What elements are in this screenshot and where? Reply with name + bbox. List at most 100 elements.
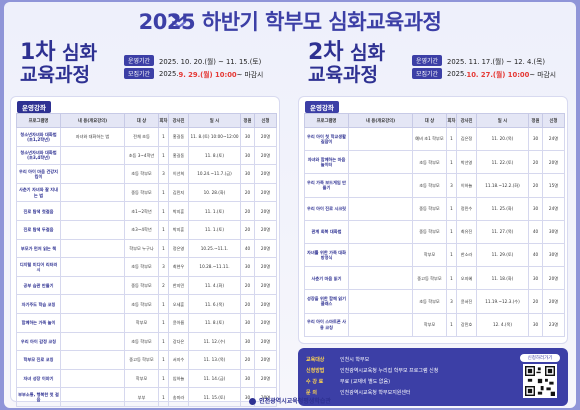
table-cell: 자녀와 대화하는 법	[60, 127, 125, 147]
table-cell: 사춘기 마음 읽기	[304, 266, 349, 291]
table-cell: 자녀 성장 이야기	[16, 368, 61, 389]
table-cell: 20	[240, 294, 255, 314]
qr-label[interactable]: 신청하러가기	[520, 354, 560, 362]
table-cell: 박지훈	[168, 201, 189, 221]
info-line: 교육대상 인천시 학부모	[306, 356, 369, 363]
table-row: 우리 아이 마음 건강지킴이 초등 학부모 3 이선희 10.24.~11.7.(금) 3…	[16, 164, 277, 184]
table-header: 회차	[446, 113, 457, 128]
table-cell: 최유진	[456, 219, 477, 244]
table-cell: 20명	[254, 275, 277, 296]
schedule: 운영기간 2025. 10. 20.(월) ~ 11. 15.(토) 모집기간 20…	[124, 54, 263, 80]
table-cell: 3	[446, 289, 457, 314]
table-header: 대 상	[412, 113, 447, 128]
table-cell: 한소라	[456, 242, 477, 268]
table-row: 부모가 먼저 읽는 책 학부모 누구나 1 정은영 10.25.~11.1. 40 20명	[16, 238, 277, 259]
table-cell: 1	[446, 219, 457, 244]
table-cell: 우리 아이 스마트폰 사용 코칭	[304, 312, 349, 337]
table-cell: 이선희	[168, 164, 189, 184]
table-cell: 초1~2학년	[124, 201, 159, 221]
table-row: 공부 습관 만들기 중등 학부모 2 한지민 11. 4.(화) 20 20명	[16, 275, 277, 296]
table-cell: 30	[240, 127, 255, 147]
table-header: 강사진	[456, 113, 477, 128]
table-cell: 1	[158, 294, 169, 314]
table-cell: 이하늘	[456, 173, 477, 198]
table-cell: 학부모	[412, 312, 447, 337]
table-row: 자녀를 위한 가족 대화 방정식 학부모 1 한소라 11. 29.(토) 40 30명	[304, 242, 565, 268]
table-cell: 20	[240, 182, 255, 203]
table-cell: 10. 28.(화)	[188, 182, 241, 203]
table-cell: 11. 25.(화)	[476, 196, 529, 221]
table-header: 일 시	[188, 113, 241, 128]
table-cell: 20명	[254, 368, 277, 389]
table-header: 내 용(개요강의)	[60, 113, 125, 128]
info-line: 신청방법 인천광역시교육청 누리집 학부모 프로그램 신청	[306, 367, 438, 374]
table-cell: 예비 초1 학부모	[412, 126, 447, 152]
table-cell: 24명	[542, 126, 565, 152]
info-key: 문 의	[306, 390, 317, 396]
table-cell: 23명	[542, 312, 565, 337]
table-cell: 초등 학부모	[412, 173, 447, 198]
table-header: 프로그램명	[304, 113, 349, 128]
table-cell: 중고등 학부모	[412, 266, 447, 291]
table-cell: 강민호	[456, 312, 477, 337]
course-title-b: 교육과정	[20, 64, 90, 86]
table-cell: 11.19.~12.3.(수)	[476, 289, 529, 314]
table-cell	[348, 150, 413, 175]
table-row: 우리 아이 감정 코칭 초등 학부모 1 강다은 11. 12.(수) 30 20명	[16, 331, 277, 352]
table-cell	[348, 219, 413, 244]
schedule: 운영기간 2025. 11. 17.(월) ~ 12. 4.(목) 모집기간 202…	[412, 54, 556, 80]
table-cell: 초등 학부모	[124, 164, 159, 184]
info-key: 신청방법	[306, 368, 325, 374]
table-row: 성장을 위한 함께 읽기 클래스 초등 학부모 3 윤서진 11.19.~12.3.(수…	[304, 289, 565, 314]
table-cell: 11. 20.(목)	[476, 126, 529, 152]
table-cell: 초등 학부모	[412, 150, 447, 175]
table-cell: 학부모	[124, 312, 159, 333]
table-cell: 강다은	[168, 331, 189, 352]
table-row: 사춘기 마음 읽기 중고등 학부모 1 오지혜 11. 18.(화) 30 20명	[304, 266, 565, 291]
table-cell: 20명	[254, 350, 277, 370]
period-text: 2025. 11. 17.(월) ~ 12. 4.(목)	[447, 57, 545, 66]
table-cell: 1	[446, 266, 457, 291]
table-cell: 20명	[254, 331, 277, 352]
table-cell	[348, 196, 413, 221]
table-cell: 부모가 먼저 읽는 책	[16, 238, 61, 259]
period-tag: 운영기간	[124, 55, 154, 66]
table-cell: 관계 회복 대화법	[304, 219, 349, 244]
table-cell: 40	[528, 242, 543, 268]
table-cell: 1	[158, 127, 169, 147]
table-cell: 학부모	[124, 368, 159, 389]
table-cell: 우리 아이 마음 건강지킴이	[16, 164, 61, 184]
table-cell: 20명	[542, 266, 565, 291]
table-cell: 청소년자녀와 대화법(초3,4학년)	[16, 145, 61, 166]
info-line: 수 강 료 무료 (교재비 별도 없음)	[306, 378, 390, 385]
table-cell: 1	[158, 219, 169, 240]
table-cell: 자녀와 함께하는 마음 놀이터	[304, 150, 349, 175]
table-header: 강사진	[168, 113, 189, 128]
table-cell: 박지훈	[168, 219, 189, 240]
poster: 2025 하반기 학부모 심화교육과정 1차 심화 교육과정 운영기간 2025.…	[4, 2, 576, 408]
qr-block[interactable]: 신청하러가기	[520, 354, 560, 400]
table-cell: 1	[446, 126, 457, 152]
recruit-date: 9. 29.(월) 10:00	[178, 70, 237, 79]
table-cell: 진로 탐색 첫걸음	[16, 201, 61, 221]
table-cell: 1	[158, 238, 169, 259]
table-row: 자녀 성장 이야기 학부모 1 임하늘 11. 14.(금) 30 20명	[16, 368, 277, 389]
table-cell: 20명	[254, 127, 277, 147]
table-header: 내 용(개요강의)	[348, 113, 413, 128]
table-cell: 1	[446, 196, 457, 221]
table-cell	[60, 238, 125, 259]
table-cell	[60, 145, 125, 166]
qr-code-icon[interactable]	[523, 364, 557, 398]
table-cell: 우리 가족 보드게임 만들기	[304, 173, 349, 198]
table-cell: 3	[158, 257, 169, 277]
table-cell: 성장을 위한 함께 읽기 클래스	[304, 289, 349, 314]
table-header: 일 시	[476, 113, 529, 128]
table-cell: 10.28.~11.11.	[188, 257, 241, 277]
table-cell: 청소년자녀와 대화법(초1,2학년)	[16, 127, 61, 147]
table-cell: 부부소통, 행복한 첫 걸음	[16, 387, 61, 407]
table-cell: 20명	[254, 182, 277, 203]
table-cell: 30	[528, 312, 543, 337]
table-cell: 학부모 진로 코칭	[16, 350, 61, 370]
period-tag: 운영기간	[412, 55, 442, 66]
table-cell: 20	[240, 201, 255, 221]
